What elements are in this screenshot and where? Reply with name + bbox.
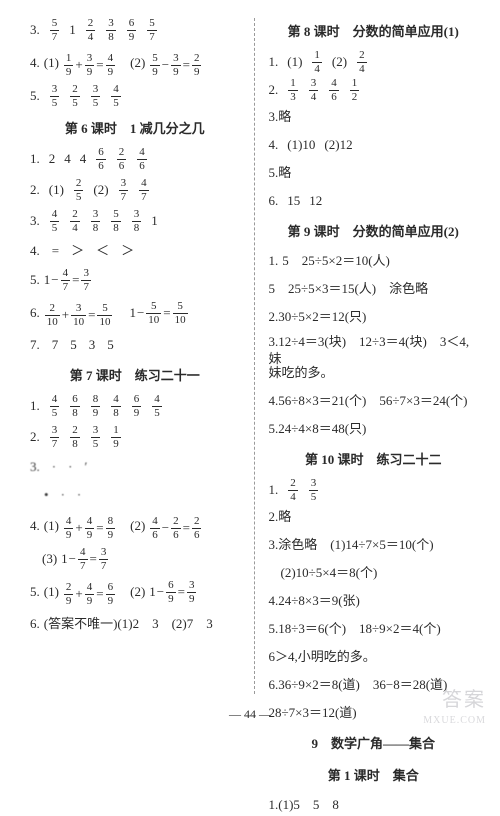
- n9-1: 1.(1)5 5 8: [269, 794, 479, 816]
- section-n9-title: 9 数学广角——集合: [269, 733, 479, 755]
- s8-6: 6. 15 12: [269, 190, 479, 212]
- s7-2: 2. 37 28 35 19: [30, 425, 240, 450]
- line-5: 5. 35 25 35 45: [30, 84, 240, 109]
- s8-3: 3.略: [269, 106, 479, 128]
- s9-3b: 妹吃的多。: [269, 362, 479, 384]
- s10-3a: 3.涂色略 (1)14÷7×5＝10(个): [269, 534, 479, 556]
- s9-5: 5.24÷4×8＝48(只): [269, 418, 479, 440]
- s7-6: 6. (答案不唯一)(1)2 3 (2)7 3: [30, 613, 240, 635]
- s7-3b: • · ·: [30, 484, 240, 506]
- prefix: 3.: [30, 22, 40, 39]
- s6-5: 5. 1−47=37: [30, 268, 240, 293]
- s10-4: 4.24÷8×3＝9(张): [269, 590, 479, 612]
- prefix: 5.: [30, 88, 40, 105]
- page: 3. 57 1 24 38 69 57 4. (1) 19+39=49 (2) …: [0, 0, 500, 734]
- section-n9-1-title: 第 1 课时 集合: [269, 765, 479, 787]
- item: 69: [126, 18, 138, 43]
- left-column: 3. 57 1 24 38 69 57 4. (1) 19+39=49 (2) …: [30, 18, 240, 694]
- s7-4c: (3) 1−47=37: [30, 547, 240, 572]
- line-4: 4. (1) 19+39=49 (2) 59−39=29: [30, 49, 240, 78]
- item: 24: [85, 18, 97, 43]
- s6-7: 7. 7 5 3 5: [30, 334, 240, 356]
- s10-3b: (2)10÷5×4＝8(个): [269, 562, 479, 584]
- s8-2: 2. 13 34 46 12: [269, 78, 479, 100]
- s9-1: 1. 5 25÷5×2＝10(人): [269, 250, 479, 272]
- column-divider: [254, 18, 255, 694]
- prefix: 4.: [30, 55, 40, 72]
- section-8-title: 第 8 课时 分数的简单应用(1): [269, 21, 479, 43]
- s8-4: 4. (1)10 (2)12: [269, 134, 479, 156]
- s10-6a: 6.36÷9×2＝8(道) 36−8＝28(道): [269, 674, 479, 696]
- label: (2): [130, 55, 145, 72]
- s10-5a: 5.18÷3＝6(个) 18÷9×2＝4(个): [269, 618, 479, 640]
- s9-3a: 3.12÷4＝3(块) 12÷3＝4(块) 3＜4,妹: [269, 334, 479, 356]
- s9-2: 2.30÷5×2＝12(只): [269, 306, 479, 328]
- s6-2: 2. (1) 25 (2) 37 47: [30, 178, 240, 203]
- right-column: 第 8 课时 分数的简单应用(1) 1. (1) 14 (2) 24 2. 13…: [269, 18, 479, 694]
- line-3: 3. 57 1 24 38 69 57: [30, 18, 240, 43]
- s7-4: 4. (1) 49+49=89 (2) 46−26=26: [30, 512, 240, 541]
- s6-6: 6. 210+310=510 1−510=510: [30, 299, 240, 328]
- item: 38: [105, 18, 117, 43]
- section-9-title: 第 9 课时 分数的简单应用(2): [269, 221, 479, 243]
- page-number: — 44 —: [0, 707, 500, 722]
- s7-1: 1. 45 68 89 48 69 45: [30, 394, 240, 419]
- s10-5b: 6＞4,小明吃的多。: [269, 646, 479, 668]
- section-6-title: 第 6 课时 1 减几分之几: [30, 118, 240, 140]
- eq: 59−39=29: [149, 49, 202, 78]
- section-10-title: 第 10 课时 练习二十二: [269, 449, 479, 471]
- s7-5: 5. (1) 29+49=69 (2) 1−69=39: [30, 578, 240, 607]
- item: 57: [146, 18, 158, 43]
- s6-3: 3. 45 24 38 58 38 1: [30, 209, 240, 234]
- s6-1: 1. 2 4 4 66 26 46: [30, 147, 240, 172]
- s6-4: 4. = ＞ ＜ ＞: [30, 240, 240, 262]
- item: 57: [49, 18, 61, 43]
- s7-3a: 3. · · ′: [30, 456, 240, 478]
- s10-2: 2.略: [269, 506, 479, 528]
- s9-4: 4.56÷8×3＝21(个) 56÷7×3＝24(个): [269, 390, 479, 412]
- eq: 19+39=49: [63, 49, 116, 78]
- section-7-title: 第 7 课时 练习二十一: [30, 365, 240, 387]
- label: (1): [44, 55, 59, 72]
- item: 1: [69, 22, 76, 39]
- s8-5: 5.略: [269, 162, 479, 184]
- s9-1b: 5 25÷5×3＝15(人) 涂色略: [269, 278, 479, 300]
- s8-1: 1. (1) 14 (2) 24: [269, 50, 479, 72]
- s10-1: 1. 24 35: [269, 478, 479, 500]
